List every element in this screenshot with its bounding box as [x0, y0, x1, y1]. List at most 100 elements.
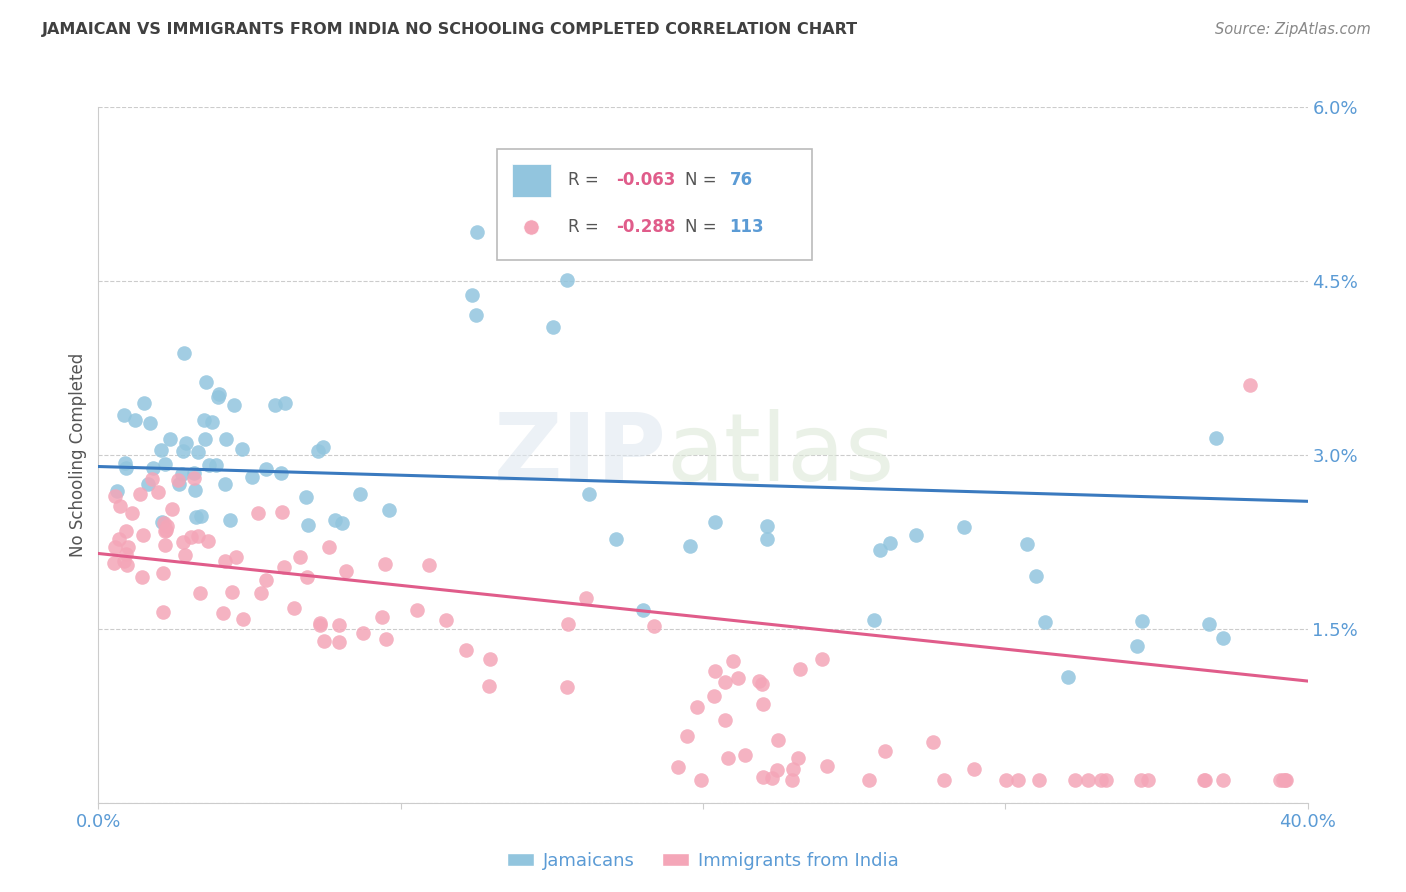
Point — [782, 762, 804, 776]
Point — [153, 516, 176, 530]
Point — [104, 489, 127, 503]
Point — [156, 519, 179, 533]
Point — [575, 591, 598, 605]
Point — [270, 466, 292, 480]
Point — [815, 759, 838, 773]
Point — [214, 554, 236, 568]
Point — [734, 748, 756, 763]
Point — [377, 503, 399, 517]
Point — [879, 536, 901, 550]
Point — [765, 763, 787, 777]
Point — [335, 564, 357, 578]
Point — [246, 506, 269, 520]
Text: 113: 113 — [730, 219, 765, 236]
Point — [124, 413, 146, 427]
Point — [159, 432, 181, 446]
Point — [172, 444, 194, 458]
Point — [288, 549, 311, 564]
Point — [309, 616, 332, 631]
Point — [204, 458, 226, 473]
Point — [225, 549, 247, 564]
Point — [283, 601, 305, 615]
Point — [187, 529, 209, 543]
Point — [555, 680, 578, 694]
Point — [862, 613, 884, 627]
Point — [188, 585, 211, 599]
Point — [1274, 772, 1296, 787]
Point — [114, 547, 136, 561]
Point — [1198, 616, 1220, 631]
Point — [1205, 431, 1227, 445]
Point — [146, 484, 169, 499]
Point — [318, 541, 340, 555]
Text: N =: N = — [685, 219, 721, 236]
Point — [1015, 537, 1038, 551]
Point — [153, 524, 176, 538]
Point — [761, 771, 783, 785]
Point — [406, 603, 429, 617]
Point — [108, 533, 131, 547]
Point — [1095, 772, 1118, 787]
Point — [557, 616, 579, 631]
Point — [1130, 615, 1153, 629]
Point — [1212, 772, 1234, 787]
Point — [704, 515, 727, 529]
Point — [186, 510, 208, 524]
Point — [752, 697, 775, 711]
Point — [121, 506, 143, 520]
Point — [297, 570, 319, 584]
Point — [1025, 568, 1047, 582]
Legend: Jamaicans, Immigrants from India: Jamaicans, Immigrants from India — [499, 845, 907, 877]
Point — [219, 513, 242, 527]
Point — [264, 398, 287, 412]
Point — [686, 699, 709, 714]
Point — [212, 606, 235, 620]
Point — [114, 554, 136, 568]
Point — [232, 612, 254, 626]
Point — [953, 519, 976, 533]
Point — [922, 735, 945, 749]
Point — [963, 762, 986, 776]
Point — [456, 642, 478, 657]
Point — [995, 772, 1018, 787]
Point — [195, 375, 218, 389]
Point — [703, 689, 725, 703]
Point — [222, 398, 245, 412]
Point — [104, 540, 127, 554]
Point — [666, 760, 689, 774]
Point — [201, 415, 224, 429]
Point — [117, 540, 139, 554]
Point — [183, 466, 205, 480]
Point — [183, 483, 205, 497]
Point — [132, 396, 155, 410]
Point — [1192, 772, 1215, 787]
Point — [373, 557, 395, 571]
Point — [149, 442, 172, 457]
Point — [1270, 772, 1292, 787]
Point — [240, 470, 263, 484]
Point — [155, 524, 177, 538]
Text: -0.063: -0.063 — [616, 171, 675, 189]
Point — [1033, 615, 1056, 630]
Point — [187, 444, 209, 458]
Point — [751, 677, 773, 691]
Point — [153, 458, 176, 472]
Point — [1056, 670, 1078, 684]
Point — [1194, 772, 1216, 787]
Point — [676, 730, 699, 744]
Point — [434, 613, 457, 627]
Point — [173, 548, 195, 562]
Text: R =: R = — [568, 171, 603, 189]
Y-axis label: No Schooling Completed: No Schooling Completed — [69, 353, 87, 557]
Point — [214, 477, 236, 491]
Point — [755, 519, 778, 533]
Point — [254, 462, 277, 476]
Point — [1130, 772, 1153, 787]
Point — [174, 436, 197, 450]
Point — [643, 619, 665, 633]
Point — [129, 487, 152, 501]
Point — [905, 528, 928, 542]
Point — [112, 409, 135, 423]
Text: N =: N = — [685, 171, 721, 189]
Point — [1064, 772, 1087, 787]
